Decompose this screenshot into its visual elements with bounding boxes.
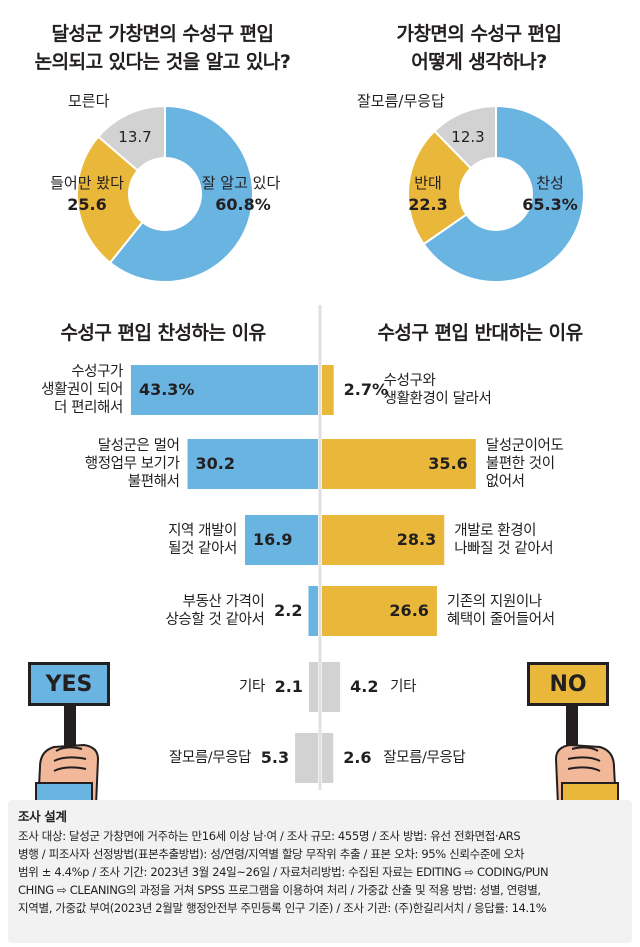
poll1-title-line1: 달성군 가창면의 수성구 편입 [51, 23, 274, 45]
d1-label-know: 잘 알고 있다 [201, 174, 281, 192]
oppose-value-2: 28.3 [396, 530, 437, 549]
oppose-bar-2 [322, 515, 445, 565]
survey-design-box: 조사 설계 조사 대상: 달성군 가창면에 거주하는 만16세 이상 남·여 /… [8, 800, 632, 943]
yes-sign: YES [28, 662, 110, 706]
support-bar-3 [308, 586, 318, 636]
support-bar-0 [130, 365, 318, 415]
donut2-slice-noanswer [433, 104, 497, 170]
d1-value-heard: 25.6 [67, 195, 107, 214]
oppose-reason-1: 달성군이어도 불편한 것이 없어서 [485, 438, 564, 490]
survey-line: 지역별, 가중값 부여(2023년 2월말 행정안전부 주민등록 인구 기준) … [18, 901, 547, 915]
support-reason-5: 잘모름/무응답 [168, 750, 252, 766]
yes-hand-illustration [35, 705, 100, 805]
support-value-0: 43.3% [138, 380, 195, 399]
d2-label-noanswer: 잘모름/무응답 [357, 92, 445, 110]
oppose-value-5: 2.6 [343, 748, 372, 767]
poll1-title: 달성군 가창면의 수성구 편입 논의되고 있다는 것을 알고 있나? [0, 20, 325, 76]
oppose-bar-1 [322, 439, 476, 489]
no-sign: NO [527, 662, 609, 706]
donut1-slice-know [108, 104, 254, 283]
support-reason-1: 달성군은 멀어 행정업무 보기가 불편해서 [84, 438, 180, 490]
d2-value-noanswer: 12.3 [451, 128, 485, 146]
d2-label-support: 찬성 [536, 174, 564, 192]
support-reason-4: 기타 [239, 679, 265, 695]
reason-bar-charts [130, 305, 476, 790]
support-bar-5 [295, 733, 318, 783]
oppose-value-4: 4.2 [350, 677, 379, 696]
support-value-2: 16.9 [252, 530, 293, 549]
donut2-slice-oppose [407, 129, 473, 246]
oppose-value-0: 2.7% [343, 380, 389, 399]
support-bar-1 [187, 439, 318, 489]
oppose-bar-0 [322, 365, 334, 415]
support-value-4: 2.1 [274, 677, 303, 696]
d1-value-know: 60.8% [215, 195, 271, 214]
d2-label-oppose: 반대 [414, 174, 442, 192]
support-reasons-title: 수성구 편입 찬성하는 이유 [60, 322, 266, 344]
donut1-slice-heard [76, 135, 144, 265]
support-reason-0: 수성구가 생활권이 되어 더 편리해서 [41, 364, 123, 416]
no-hand-illustration [554, 705, 619, 805]
survey-line: 조사 대상: 달성군 가창면에 거주하는 만16세 이상 남·여 / 조사 규모… [18, 829, 521, 843]
support-value-3: 2.2 [274, 601, 303, 620]
support-reason-2: 지역 개발이 될것 같아서 [168, 523, 237, 557]
oppose-bar-5 [322, 733, 334, 783]
support-value-5: 5.3 [260, 748, 290, 767]
oppose-bar-4 [322, 662, 341, 712]
donut-chart-awareness [76, 104, 254, 283]
d2-value-support: 65.3% [522, 195, 578, 214]
survey-line: 범위 ± 4.4%p / 조사 기간: 2023년 3월 24일~26일 / 자… [18, 865, 549, 879]
oppose-reason-3: 기존의 지원이나 혜택이 줄어들어서 [446, 594, 555, 628]
oppose-reason-5: 잘모름/무응답 [383, 750, 466, 766]
support-bar-4 [308, 662, 318, 712]
support-reason-3: 부동산 가격이 상승할 것 같아서 [165, 594, 265, 628]
donut1-slice-dontknow [96, 104, 166, 172]
poll2-title-line1: 가창면의 수성구 편입 [396, 23, 562, 45]
d1-value-dontknow: 13.7 [118, 128, 152, 146]
oppose-reason-0: 수성구와 생활환경이 달라서 [383, 373, 492, 407]
oppose-value-3: 26.6 [389, 601, 429, 620]
donut-chart-opinion [407, 104, 585, 283]
d2-value-oppose: 22.3 [408, 195, 448, 214]
d1-label-dontknow: 모른다 [68, 92, 110, 110]
oppose-reasons-title: 수성구 편입 반대하는 이유 [377, 322, 583, 344]
poll1-title-line2: 논의되고 있다는 것을 알고 있나? [34, 51, 291, 73]
oppose-value-1: 35.6 [428, 454, 468, 473]
donut-charts [76, 104, 585, 283]
oppose-reason-2: 개발로 환경이 나빠질 것 같아서 [454, 523, 554, 557]
oppose-reason-4: 기타 [390, 679, 417, 695]
support-value-1: 30.2 [195, 454, 236, 473]
poll2-title-line2: 어떻게 생각하나? [411, 51, 547, 73]
poll2-title: 가창면의 수성구 편입 어떻게 생각하나? [318, 20, 640, 76]
donut2-slice-support [422, 104, 585, 283]
d1-label-heard: 들어만 봤다 [50, 174, 124, 192]
support-bar-2 [244, 515, 318, 565]
survey-heading: 조사 설계 [18, 809, 67, 824]
reason-bars [130, 305, 476, 790]
survey-line: 병행 / 피조사자 선정방법(표본추출방법): 성/연령/지역별 할당 무작위 … [18, 847, 525, 861]
survey-line: CHING ⇨ CLEANING의 과정을 거쳐 SPSS 프로그램을 이용하여… [18, 883, 541, 897]
oppose-bar-3 [322, 586, 437, 636]
